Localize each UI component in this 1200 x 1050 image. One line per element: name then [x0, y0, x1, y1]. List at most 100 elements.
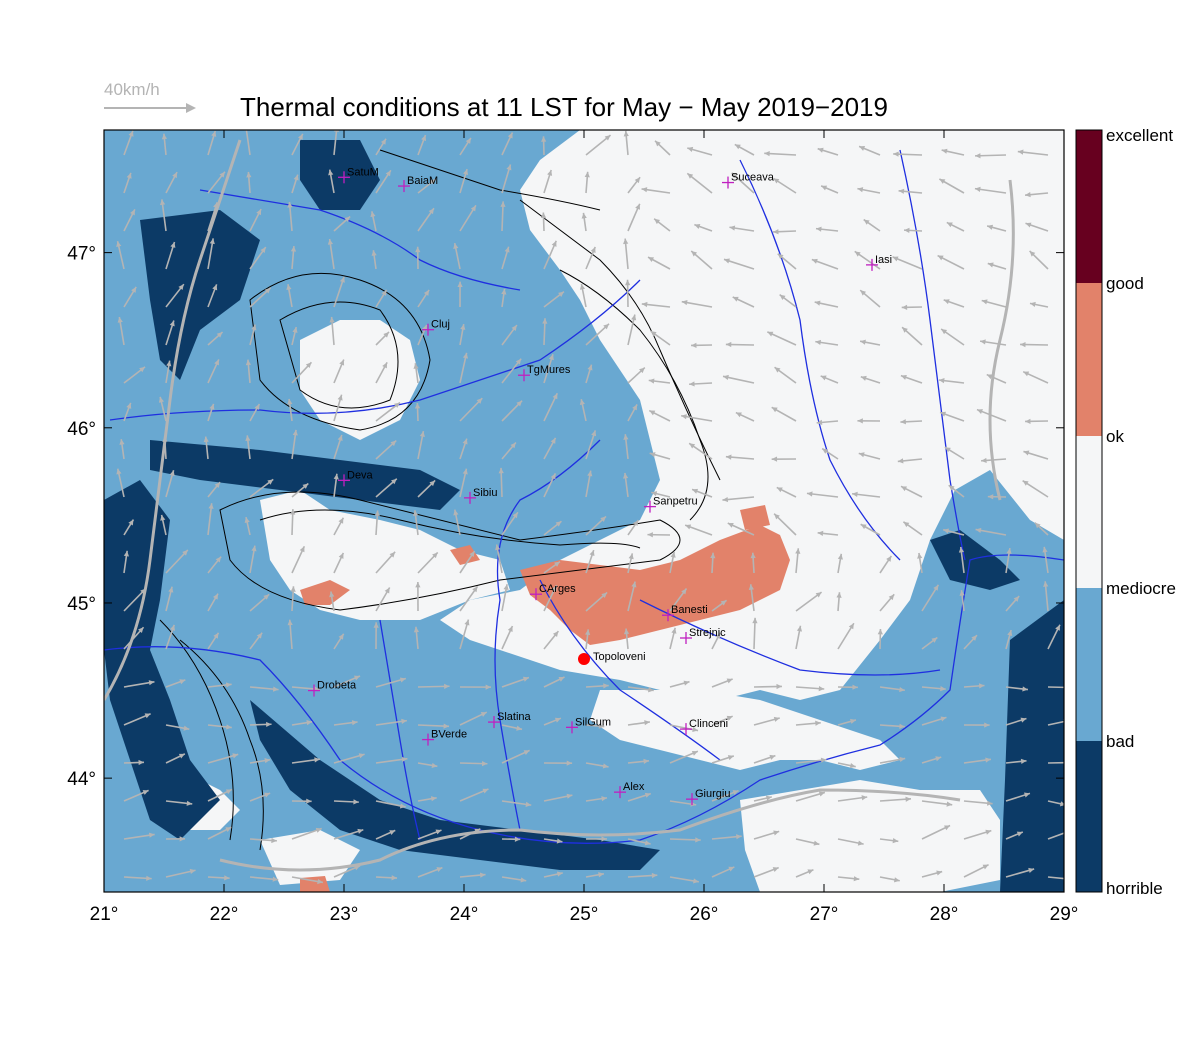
wind-arrow — [453, 242, 461, 270]
wind-arrow — [649, 452, 671, 460]
wind-arrow — [249, 545, 257, 574]
wind-arrow — [987, 262, 1007, 270]
wind-arrow — [249, 686, 279, 692]
wind-arrow — [459, 619, 470, 650]
wind-arrow — [900, 419, 923, 425]
wind-arrow — [669, 627, 677, 650]
wind-arrow — [684, 524, 713, 536]
wind-arrow — [165, 171, 178, 194]
wind-arrow — [333, 359, 345, 384]
wind-arrow — [900, 374, 923, 384]
x-tick-label: 26° — [690, 904, 719, 925]
wind-arrow — [543, 240, 557, 270]
wind-arrow — [974, 186, 1007, 194]
wind-arrow — [207, 130, 217, 156]
wind-arrow — [291, 174, 299, 194]
wind-arrow — [773, 513, 797, 536]
wind-arrow — [165, 320, 175, 346]
wind-arrow — [249, 837, 277, 844]
wind-arrow — [543, 392, 559, 422]
wind-arrow — [123, 712, 151, 726]
wind-arrow — [820, 375, 839, 384]
wind-arrow — [495, 544, 503, 574]
wind-arrow — [711, 866, 735, 878]
wind-arrow — [165, 241, 176, 270]
wind-arrow — [585, 549, 595, 574]
wind-reference-arrow — [104, 103, 196, 113]
wind-arrow — [771, 456, 797, 462]
wind-arrow — [753, 683, 782, 690]
wind-arrow — [375, 551, 396, 574]
wind-arrow — [333, 473, 339, 498]
wind-arrow — [328, 169, 335, 194]
wind-arrow — [938, 178, 965, 194]
x-tick-label: 24° — [450, 904, 479, 925]
wind-arrow — [943, 299, 965, 308]
wind-arrow — [117, 316, 125, 346]
wind-arrow — [414, 402, 421, 422]
mediocre-region-sw-patch — [260, 830, 360, 885]
wind-arrow — [1025, 222, 1049, 232]
wind-arrow — [290, 586, 296, 612]
wind-arrow — [585, 364, 593, 384]
colorbar-label-ok: ok — [1106, 427, 1124, 446]
wind-arrow — [123, 875, 152, 881]
wind-arrow — [543, 717, 562, 726]
wind-arrow — [501, 324, 518, 346]
wind-arrow — [375, 169, 392, 194]
ok-region-carpathian-center — [450, 545, 480, 565]
wind-arrow — [459, 585, 479, 612]
map-title: Thermal conditions at 11 LST for May − M… — [240, 92, 888, 122]
wind-arrow — [585, 762, 609, 769]
wind-arrow — [963, 829, 992, 840]
city-marker: TgMures — [518, 364, 571, 382]
wind-arrow — [123, 626, 145, 650]
wind-arrow — [123, 519, 135, 536]
wind-arrow — [681, 414, 713, 422]
wind-arrow — [207, 875, 230, 881]
wind-arrow — [584, 171, 590, 194]
wind-arrow — [627, 176, 641, 194]
wind-arrow — [165, 586, 174, 612]
river-mures — [109, 279, 641, 421]
colorbar-label-good: good — [1106, 274, 1144, 293]
city-label: Iasi — [875, 254, 892, 266]
wind-arrow — [375, 289, 388, 308]
wind-arrow — [879, 876, 900, 883]
wind-arrow — [879, 686, 905, 693]
wind-arrow — [939, 411, 965, 422]
wind-arrow — [858, 145, 881, 156]
wind-arrow — [543, 793, 573, 802]
wind-arrow — [711, 715, 733, 726]
wind-arrow — [333, 753, 365, 764]
wind-arrow — [900, 485, 923, 498]
wind-arrow — [333, 552, 345, 574]
wind-arrow — [333, 633, 345, 650]
wind-arrow — [249, 324, 257, 346]
wind-arrow — [543, 169, 553, 194]
wind-arrow — [837, 718, 857, 726]
wind-arrow — [457, 281, 463, 308]
wind-arrow — [329, 591, 335, 612]
wind-arrow — [921, 824, 951, 840]
wind-arrow — [986, 373, 1007, 384]
wind-arrow — [689, 381, 713, 387]
wind-arrow — [207, 826, 232, 840]
wind-arrow — [627, 872, 658, 879]
wind-arrow — [165, 283, 185, 308]
wind-arrow — [774, 366, 797, 384]
wind-arrow — [879, 838, 899, 844]
wind-arrow — [711, 755, 735, 764]
wind-arrow — [417, 762, 438, 768]
x-tick-label: 21° — [90, 904, 119, 925]
wind-arrow — [249, 721, 272, 728]
wind-arrow — [333, 675, 361, 688]
wind-arrow — [627, 838, 651, 846]
wind-arrow — [543, 290, 565, 308]
wind-arrow — [333, 215, 351, 232]
wind-arrow — [415, 246, 421, 270]
river-olt — [494, 439, 601, 831]
wind-arrow — [207, 284, 218, 308]
wind-arrow — [627, 519, 640, 536]
city-marker: Clinceni — [680, 718, 728, 736]
